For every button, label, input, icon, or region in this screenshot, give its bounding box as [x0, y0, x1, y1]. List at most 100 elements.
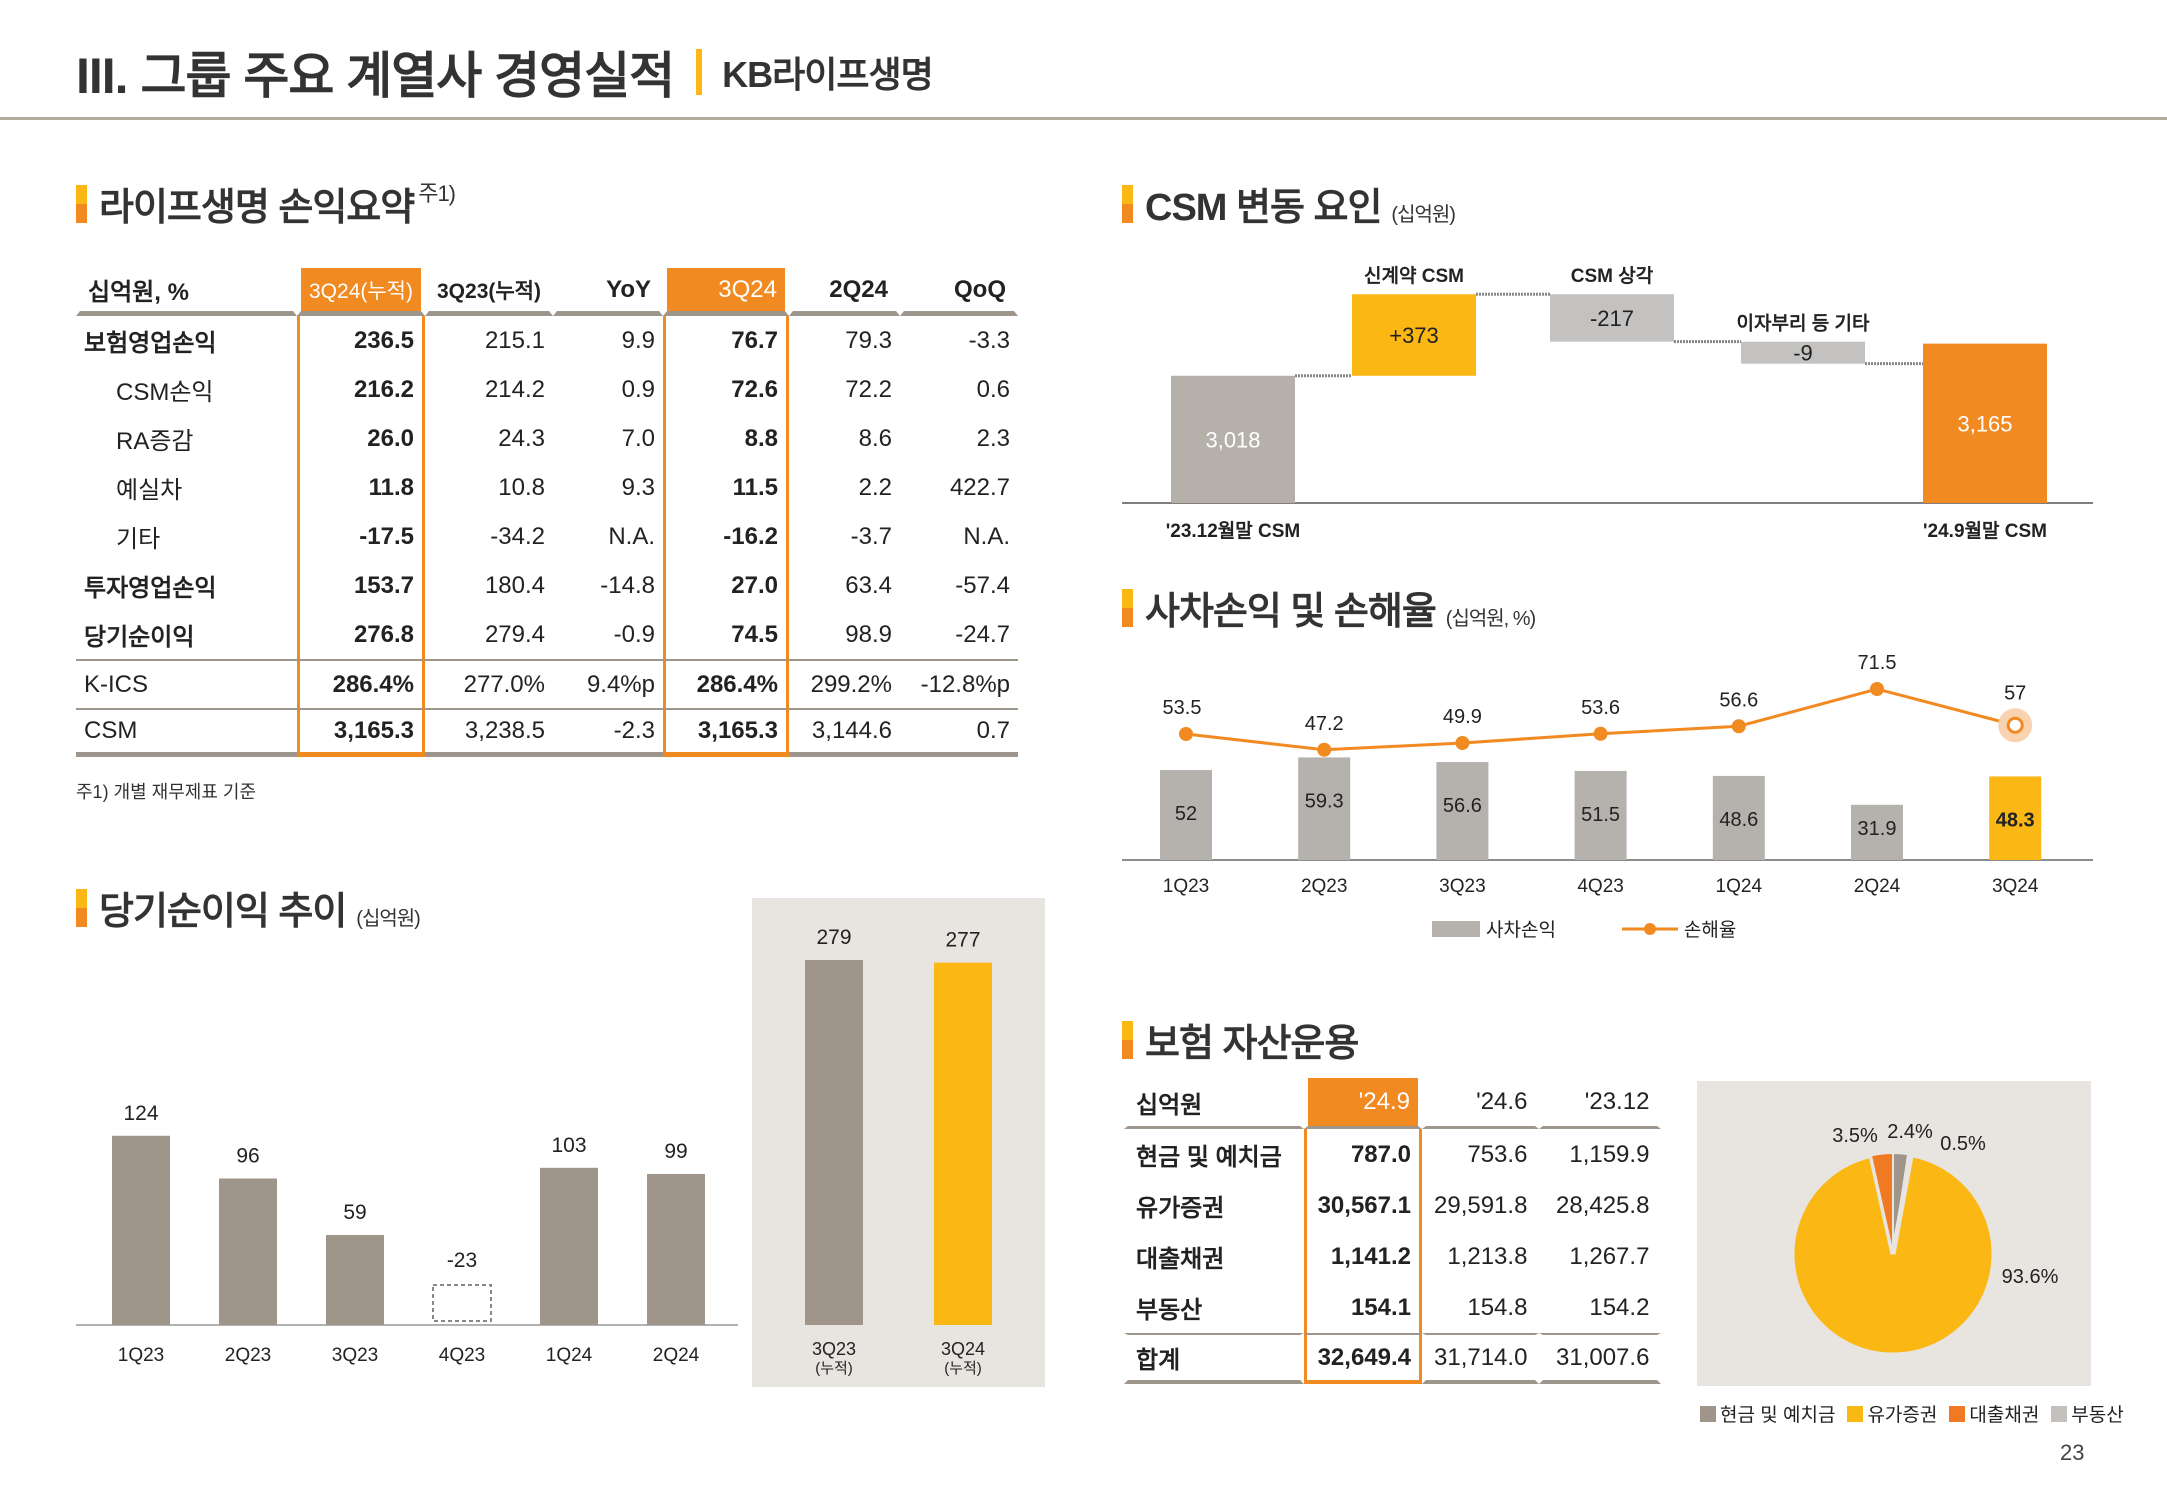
table-cell: 0.7: [900, 708, 1018, 757]
table-cell: 63.4: [845, 571, 892, 599]
x-tick-label: 1Q24: [546, 1345, 593, 1366]
table-cell: 3,144.6: [789, 708, 900, 757]
table-cell: 214.2: [484, 375, 545, 403]
table-cell: 215.1: [484, 326, 545, 354]
table-cell: 0.6: [976, 375, 1010, 403]
table-cell: 9.4%p: [553, 659, 663, 708]
table-cell: -34.2: [490, 522, 545, 550]
row-label: RA증감: [116, 428, 194, 455]
table-cell: 216.2: [297, 365, 425, 414]
page-title: III. 그룹 주요 계열사 경영실적 KB라이프생명: [76, 36, 934, 108]
row-label: 대출채권: [1124, 1231, 1304, 1282]
legend-label: 사차손익: [1486, 920, 1556, 941]
column-header: 3Q24(누적): [297, 268, 425, 316]
row-label: 기타: [116, 526, 161, 553]
table-cell: 180.4: [484, 571, 545, 599]
pie-panel: [1697, 1081, 2091, 1386]
legend-label: 현금 및 예치금: [1720, 1405, 1836, 1426]
legend-label: 손해율: [1683, 920, 1737, 941]
table-cell: 236.5: [297, 316, 425, 365]
table-row: 당기순이익 276.8 279.4 -0.9 74.5 98.9 -24.7: [76, 610, 1018, 659]
table-cell: 27.0: [663, 561, 789, 610]
cumulative-panel: [752, 898, 1045, 1387]
table-cell: 1,267.7: [1539, 1231, 1662, 1282]
row-label: 현금 및 예치금: [1124, 1129, 1304, 1180]
table-row: K-ICS 286.4% 277.0% 9.4%p 286.4% 299.2% -12.8%…: [76, 659, 1018, 708]
loss-legend: 사차손익 손해율: [1432, 915, 1736, 942]
x-tick-label: 3Q23 (누적): [812, 1339, 856, 1377]
table-cell: 154.2: [1539, 1282, 1662, 1333]
table-cell: 26.0: [297, 414, 425, 463]
table-row: 현금 및 예치금 787.0 753.6 1,159.9: [1124, 1129, 1662, 1180]
column-header: 3Q24: [663, 268, 789, 316]
loss-heading: 사차손익 및 손해율 (십억원, %): [1122, 580, 1536, 635]
unit-label: (십억원): [356, 908, 421, 930]
table-row: RA증감 26.0 24.3 7.0 8.8 8.6 2.3: [76, 414, 1018, 463]
table-row: CSM손익 216.2 214.2 0.9 72.6 72.2 0.6: [76, 365, 1018, 414]
table-row: 보험영업손익 236.5 215.1 9.9 76.7 79.3 -3.3: [76, 316, 1018, 365]
data-label: -23: [447, 1249, 477, 1272]
row-label: 예실차: [116, 477, 183, 504]
tick-label-line: 3Q24: [941, 1339, 985, 1359]
table-cell: -0.9: [613, 620, 655, 648]
x-tick-label: 1Q23: [118, 1345, 164, 1366]
legend-swatch: [2051, 1405, 2068, 1422]
data-label: 96: [236, 1145, 259, 1168]
table-cell: -16.2: [663, 512, 789, 561]
table-cell: 422.7: [949, 473, 1010, 501]
legend-swatch-bar: [1432, 920, 1480, 937]
section-marker: [1122, 1020, 1133, 1059]
table-cell: 154.1: [1304, 1282, 1422, 1333]
table-cell: 753.6: [1422, 1129, 1540, 1180]
table-cell: 3,165.3: [663, 708, 789, 757]
row-label: 유가증권: [1124, 1180, 1304, 1231]
table-cell: -12.8%p: [900, 659, 1018, 708]
legend-swatch: [1949, 1405, 1966, 1422]
table-cell: 7.0: [621, 424, 655, 452]
row-label: CSM손익: [116, 379, 214, 406]
table-cell: 72.6: [663, 365, 789, 414]
column-header: 3Q23(누적): [425, 268, 553, 316]
page-number: 23: [2060, 1440, 2085, 1465]
table-cell: 154.8: [1422, 1282, 1540, 1333]
table-cell: 286.4%: [663, 659, 789, 708]
x-tick-label: 2Q23: [225, 1345, 271, 1366]
heading-text: 라이프생명 손익요약: [99, 187, 415, 229]
assets-heading: 보험 자산운용: [1122, 1012, 1359, 1067]
bar: [647, 1173, 705, 1325]
profit-summary-table: 십억원, % 3Q24(누적) 3Q23(누적) YoY 3Q24 2Q24 QoQ 보험영업…: [76, 268, 1018, 757]
table-cell: 72.2: [845, 375, 892, 403]
table-cell: 79.3: [845, 326, 892, 354]
table-cell: 286.4%: [297, 659, 425, 708]
cumulative-bar: [805, 960, 863, 1325]
table-cell: -17.5: [297, 512, 425, 561]
legend-label: 유가증권: [1867, 1405, 1938, 1426]
table-cell: 1,141.2: [1304, 1231, 1422, 1282]
row-label: 당기순이익: [84, 624, 195, 651]
column-header: '23.12: [1539, 1078, 1662, 1129]
table-cell: 279.4: [484, 620, 545, 648]
pie-legend: 현금 및 예치금 유가증권 대출채권 부동산: [1700, 1400, 2132, 1427]
heading-text: 당기순이익 추이: [99, 891, 347, 933]
heading-text: 사차손익 및 손해율: [1145, 591, 1437, 633]
table-row: 대출채권 1,141.2 1,213.8 1,267.7: [1124, 1231, 1662, 1282]
table-cell: 11.8: [297, 463, 425, 512]
table-cell: -3.3: [968, 326, 1010, 354]
tick-label-line: (누적): [815, 1360, 853, 1377]
table-cell: 3,165.3: [297, 708, 425, 757]
table-row: 합계 32,649.4 31,714.0 31,007.6: [1124, 1333, 1662, 1384]
row-label: K-ICS: [76, 659, 297, 708]
column-header: QoQ: [900, 268, 1018, 316]
column-header: '24.6: [1422, 1078, 1540, 1129]
data-label: 279: [816, 926, 851, 949]
legend-label: 부동산: [2071, 1405, 2124, 1426]
bar: [540, 1167, 598, 1325]
page-subtitle: KB라이프생명: [722, 54, 934, 95]
table-cell: 31,714.0: [1422, 1333, 1540, 1384]
table-cell: N.A.: [963, 522, 1010, 550]
cumulative-bar: [934, 962, 992, 1325]
table-cell: 9.3: [621, 473, 655, 501]
table-cell: 787.0: [1304, 1129, 1422, 1180]
unit-label: (십억원): [1391, 204, 1456, 226]
